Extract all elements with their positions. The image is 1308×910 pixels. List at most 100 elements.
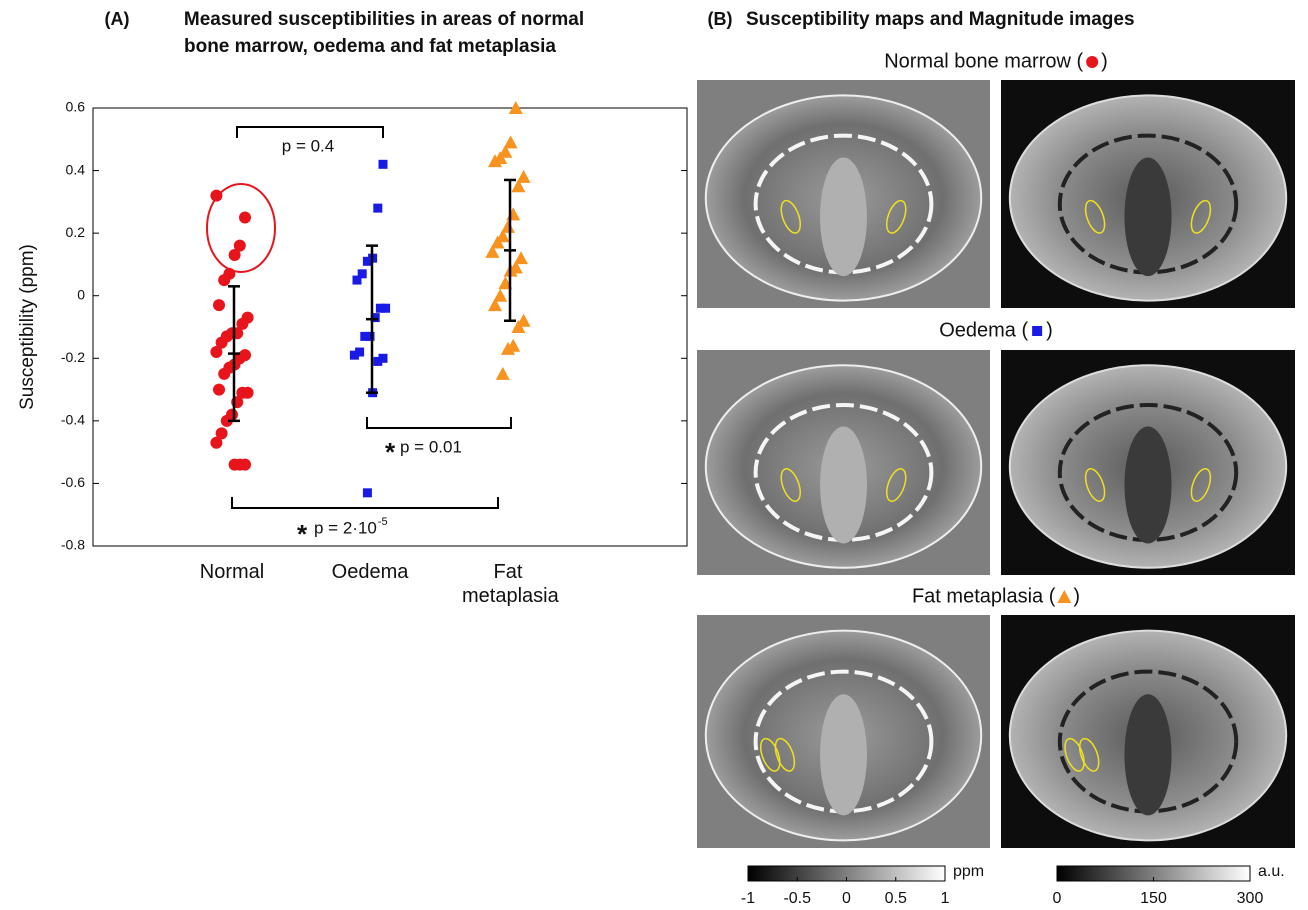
data-point [503, 135, 518, 149]
x-tick-label: Fat metaplasia [462, 561, 559, 607]
x-tick-label: Oedema [331, 561, 409, 583]
colorbar-tick-label: 0 [842, 890, 851, 907]
roi-outline [1190, 199, 1212, 234]
roi-outline [1084, 199, 1106, 234]
data-point [215, 336, 228, 349]
row-title: Fat metaplasia () [912, 585, 1080, 607]
data-point [239, 211, 251, 224]
highlight-ellipse [206, 183, 276, 273]
y-tick-label: -0.8 [61, 537, 85, 553]
data-point [365, 331, 375, 341]
data-point [213, 299, 225, 312]
spine [1124, 157, 1172, 277]
panel-label: (B) [708, 9, 733, 29]
data-point [514, 251, 528, 265]
chart-title: Measured susceptibilities in areas of no… [184, 9, 584, 30]
data-point [228, 249, 241, 262]
roi-outline [1078, 737, 1100, 772]
data-point [370, 313, 380, 323]
roi-outline [1064, 737, 1085, 772]
data-point [378, 353, 388, 363]
data-point [349, 350, 359, 360]
data-point [511, 179, 526, 193]
data-point [501, 341, 515, 355]
row-title: Normal bone marrow () [884, 50, 1108, 72]
colorbar-tick-label: 300 [1237, 890, 1264, 907]
y-tick-label: -0.6 [61, 474, 85, 490]
row-title-text: Fat metaplasia ( [912, 585, 1056, 607]
data-point [236, 317, 249, 330]
row-title-text: ) [1073, 585, 1080, 607]
data-point [490, 235, 505, 249]
data-point [508, 101, 523, 114]
row-icon [1032, 326, 1043, 336]
x-tick-label: Normal [199, 561, 265, 583]
data-point [378, 159, 388, 169]
colorbar-tick-label: 1 [941, 890, 950, 907]
data-point [362, 488, 372, 498]
y-tick-label: 0.2 [66, 224, 86, 240]
data-point [210, 436, 223, 449]
data-point [493, 288, 508, 302]
roi-outline [780, 199, 802, 234]
roi-outline [1084, 468, 1106, 502]
row-icon [1057, 590, 1072, 603]
y-tick-label: 0.6 [66, 99, 86, 115]
data-point [516, 169, 531, 183]
y-tick-label: 0.4 [66, 161, 86, 177]
data-point [228, 458, 241, 471]
colorbar-tick-label: -0.5 [783, 890, 811, 907]
asterisk: * [385, 437, 396, 467]
y-tick-label: 0 [77, 286, 85, 302]
p-value: p = 2·10 [314, 518, 377, 537]
data-point [485, 244, 500, 258]
significance-bracket [236, 126, 384, 138]
asterisk: * [297, 519, 308, 549]
colorbar-unit: ppm [953, 863, 984, 880]
row-title-text: Oedema ( [939, 319, 1028, 341]
p-value: p = 0.4 [282, 136, 334, 155]
p-value-exponent: -5 [378, 516, 388, 528]
data-point [495, 366, 510, 380]
spine [820, 157, 867, 277]
data-point [215, 427, 228, 440]
roi-outline [1190, 468, 1212, 502]
data-point [220, 414, 233, 427]
roi-outline [774, 737, 796, 772]
p-value: p = 0.01 [400, 437, 462, 456]
row-title-text: ) [1046, 319, 1053, 341]
spine [820, 694, 867, 816]
data-point [506, 207, 521, 221]
spine [1124, 694, 1172, 816]
y-tick-label: -0.4 [61, 412, 85, 428]
data-point [210, 346, 223, 359]
data-point [501, 219, 515, 233]
data-point [218, 367, 231, 380]
data-point [373, 356, 383, 366]
data-point [511, 320, 526, 333]
row-icon [1086, 56, 1099, 68]
colorbar-tick-label: 0 [1053, 890, 1062, 907]
data-point [360, 331, 370, 341]
colorbar-tick-label: 0.5 [885, 890, 907, 907]
data-point [233, 239, 246, 252]
data-point [352, 275, 362, 285]
roi-outline [759, 737, 781, 772]
colorbar-tick-label: -1 [741, 890, 755, 907]
chart-title: bone marrow, oedema and fat metaplasia [184, 36, 556, 57]
row-title-text: ) [1101, 50, 1108, 72]
data-point [357, 269, 367, 279]
significance-bracket [366, 417, 512, 429]
data-point [213, 383, 225, 396]
data-point [373, 203, 383, 213]
roi-outline [885, 199, 907, 234]
spine [820, 426, 867, 544]
data-point [362, 256, 372, 266]
roi-outline [885, 468, 907, 502]
plot-frame [92, 107, 688, 547]
data-point [355, 347, 365, 357]
row-title: Oedema () [939, 319, 1053, 341]
colorbar-unit: a.u. [1258, 863, 1285, 880]
